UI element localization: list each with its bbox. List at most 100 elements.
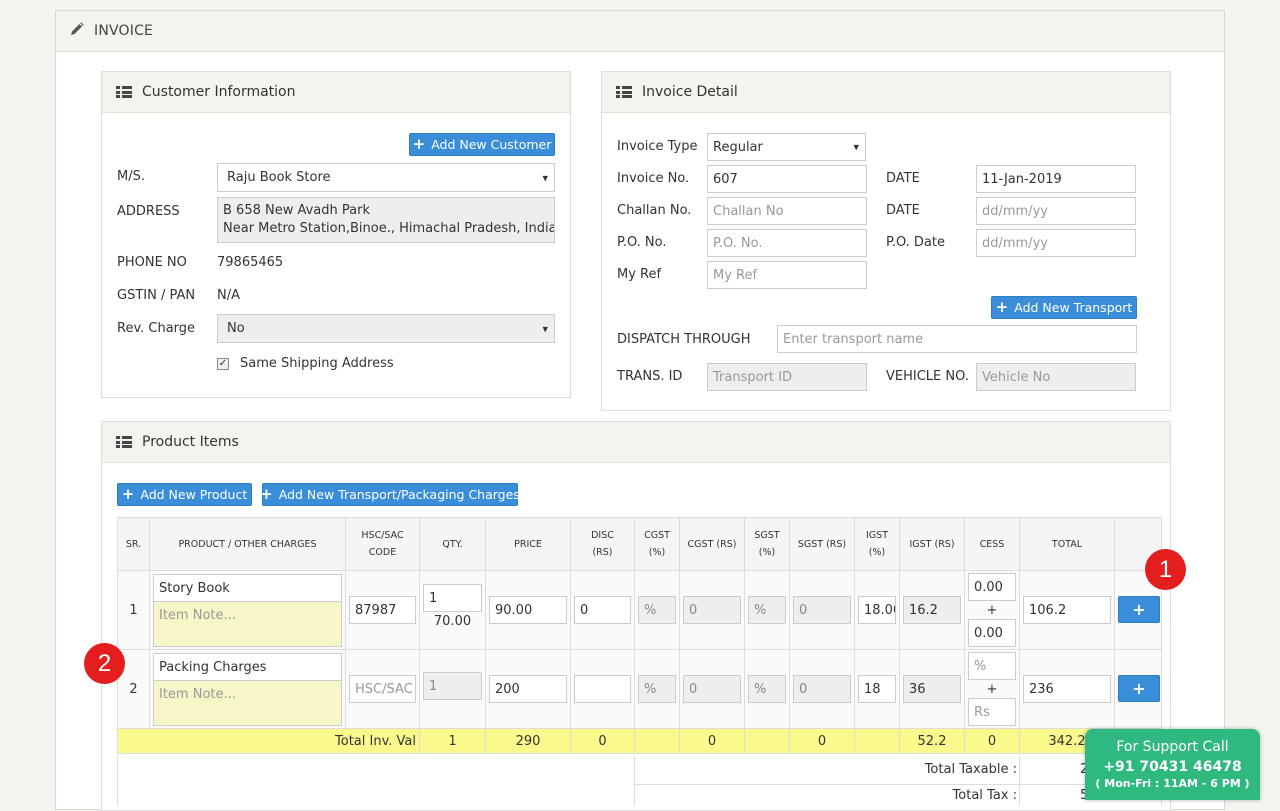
po-date-input[interactable]: dd/mm/yy bbox=[976, 229, 1136, 257]
add-charges-button[interactable]: + Add New Transport/Packaging Charges bbox=[260, 483, 520, 506]
customer-select-value: Raju Book Store bbox=[227, 170, 331, 185]
table-header-row: SR. PRODUCT / OTHER CHARGES HSC/SAC CODE … bbox=[117, 517, 1162, 571]
cess-pct-input[interactable]: % bbox=[968, 652, 1016, 680]
total-input[interactable]: 106.2 bbox=[1023, 596, 1111, 624]
support-line-1: For Support Call bbox=[1116, 739, 1229, 755]
item-note-textarea[interactable]: Item Note... bbox=[153, 601, 342, 647]
cgst-pct-input[interactable]: % bbox=[638, 675, 676, 703]
igst-pct-input[interactable]: 18 bbox=[858, 675, 896, 703]
dispatch-input[interactable]: Enter transport name bbox=[777, 325, 1137, 353]
add-transport-button[interactable]: + Add New Transport bbox=[991, 296, 1137, 319]
sgst-rs-input[interactable]: 0 bbox=[793, 596, 851, 624]
igst-rs-input[interactable]: 36 bbox=[903, 675, 961, 703]
row-cgst-pct-cell: % bbox=[634, 649, 680, 729]
item-note-textarea[interactable]: Item Note... bbox=[153, 680, 342, 726]
header-disc: DISC (RS) bbox=[570, 517, 635, 571]
po-input[interactable]: P.O. No. bbox=[707, 229, 867, 257]
header-sr: SR. bbox=[117, 517, 150, 571]
qty-input[interactable]: 1 bbox=[423, 672, 482, 700]
row-disc-cell bbox=[570, 649, 635, 729]
invoice-date-input[interactable]: 11-Jan-2019 bbox=[976, 165, 1136, 193]
row-sgst-pct-cell: % bbox=[744, 649, 790, 729]
annotation-badge-2: 2 bbox=[84, 643, 125, 684]
price-input[interactable]: 200 bbox=[489, 675, 567, 703]
invoice-detail-header: Invoice Detail bbox=[602, 72, 1170, 113]
product-name-input[interactable]: Packing Charges bbox=[153, 653, 342, 681]
gstin-label: GSTIN / PAN bbox=[117, 288, 196, 303]
igst-rs-input[interactable]: 16.2 bbox=[903, 596, 961, 624]
invoice-type-label: Invoice Type bbox=[617, 139, 698, 154]
disc-input[interactable] bbox=[574, 675, 631, 703]
invoice-no-input[interactable]: 607 bbox=[707, 165, 867, 193]
sgst-pct-input[interactable]: % bbox=[748, 596, 786, 624]
address-label: ADDRESS bbox=[117, 204, 180, 219]
cgst-rs-input[interactable]: 0 bbox=[683, 596, 741, 624]
cgst-pct-input[interactable]: % bbox=[638, 596, 676, 624]
rev-charge-label: Rev. Charge bbox=[117, 321, 196, 336]
igst-pct-input[interactable]: 18.00 bbox=[858, 596, 896, 624]
add-row-button[interactable]: + bbox=[1118, 675, 1160, 702]
header-cgst-rs: CGST (RS) bbox=[679, 517, 745, 571]
sgst-pct-input[interactable]: % bbox=[748, 675, 786, 703]
row-disc-cell: 0 bbox=[570, 570, 635, 650]
plus-icon: + bbox=[260, 485, 273, 503]
total-qty: 1 bbox=[419, 728, 486, 754]
customer-panel-title: Customer Information bbox=[142, 84, 296, 100]
header-sgst-rs: SGST (RS) bbox=[789, 517, 855, 571]
invoice-no-label: Invoice No. bbox=[617, 171, 690, 186]
customer-select[interactable]: Raju Book Store bbox=[217, 163, 555, 192]
price-input[interactable]: 90.00 bbox=[489, 596, 567, 624]
qty-input[interactable]: 1 bbox=[423, 584, 482, 612]
sgst-rs-input[interactable]: 0 bbox=[793, 675, 851, 703]
vehicle-input[interactable]: Vehicle No bbox=[976, 363, 1136, 391]
challan-input[interactable]: Challan No bbox=[707, 197, 867, 225]
rev-charge-select[interactable]: No bbox=[217, 314, 555, 343]
product-items-header: Product Items bbox=[102, 422, 1170, 463]
add-product-button[interactable]: + Add New Product bbox=[117, 483, 252, 506]
header-cess: CESS bbox=[964, 517, 1020, 571]
address-textarea[interactable]: B 658 New Avadh Park Near Metro Station,… bbox=[217, 197, 555, 243]
my-ref-input[interactable]: My Ref bbox=[707, 261, 867, 289]
pencil-icon bbox=[70, 22, 84, 40]
product-name-input[interactable]: Story Book bbox=[153, 574, 342, 602]
add-customer-button[interactable]: + Add New Customer bbox=[409, 133, 555, 156]
plus-icon: + bbox=[412, 135, 426, 153]
challan-date-label: DATE bbox=[886, 203, 920, 218]
cgst-rs-input[interactable]: 0 bbox=[683, 675, 741, 703]
hsc-input[interactable]: HSC/SAC bbox=[349, 675, 416, 703]
summary-row-line bbox=[634, 784, 1162, 785]
row-hsc-cell: 87987 bbox=[345, 570, 420, 650]
total-sgst-rs: 0 bbox=[789, 728, 855, 754]
add-product-label: Add New Product bbox=[140, 487, 248, 502]
row-igst-rs-cell: 16.2 bbox=[899, 570, 965, 650]
row-qty-cell: 1 70.00 bbox=[419, 570, 486, 650]
invoice-type-select[interactable]: Regular bbox=[707, 133, 866, 161]
row-cess-cell: 0.00 + 0.00 bbox=[964, 570, 1020, 650]
support-widget[interactable]: For Support Call +91 70431 46478 ( Mon-F… bbox=[1085, 729, 1260, 800]
row-cgst-rs-cell: 0 bbox=[679, 570, 745, 650]
support-phone: +91 70431 46478 bbox=[1103, 759, 1242, 775]
invoice-date-label: DATE bbox=[886, 171, 920, 186]
list-icon bbox=[616, 86, 632, 98]
address-line-1: B 658 New Avadh Park bbox=[223, 203, 370, 218]
row-sgst-rs-cell: 0 bbox=[789, 570, 855, 650]
product-table: SR. PRODUCT / OTHER CHARGES HSC/SAC CODE … bbox=[117, 517, 1162, 754]
cess-rs-input[interactable]: Rs bbox=[968, 698, 1016, 726]
rev-charge-value: No bbox=[227, 321, 245, 336]
header-sgst-pct: SGST (%) bbox=[744, 517, 790, 571]
add-customer-label: Add New Customer bbox=[431, 137, 552, 152]
total-tax-label: Total Tax : bbox=[952, 788, 1017, 803]
add-row-button[interactable]: + bbox=[1118, 596, 1160, 623]
cess-rs-input[interactable]: 0.00 bbox=[968, 619, 1016, 647]
challan-date-input[interactable]: dd/mm/yy bbox=[976, 197, 1136, 225]
cess-pct-input[interactable]: 0.00 bbox=[968, 573, 1016, 601]
same-shipping-label: Same Shipping Address bbox=[240, 356, 394, 371]
dispatch-label: DISPATCH THROUGH bbox=[617, 332, 751, 347]
plus-icon: + bbox=[121, 485, 135, 503]
hsc-input[interactable]: 87987 bbox=[349, 596, 416, 624]
trans-id-input[interactable]: Transport ID bbox=[707, 363, 867, 391]
total-input[interactable]: 236 bbox=[1023, 675, 1111, 703]
same-shipping-checkbox[interactable]: ✓ bbox=[217, 358, 229, 370]
row-product-cell: Story Book Item Note... bbox=[149, 570, 346, 650]
disc-input[interactable]: 0 bbox=[574, 596, 631, 624]
